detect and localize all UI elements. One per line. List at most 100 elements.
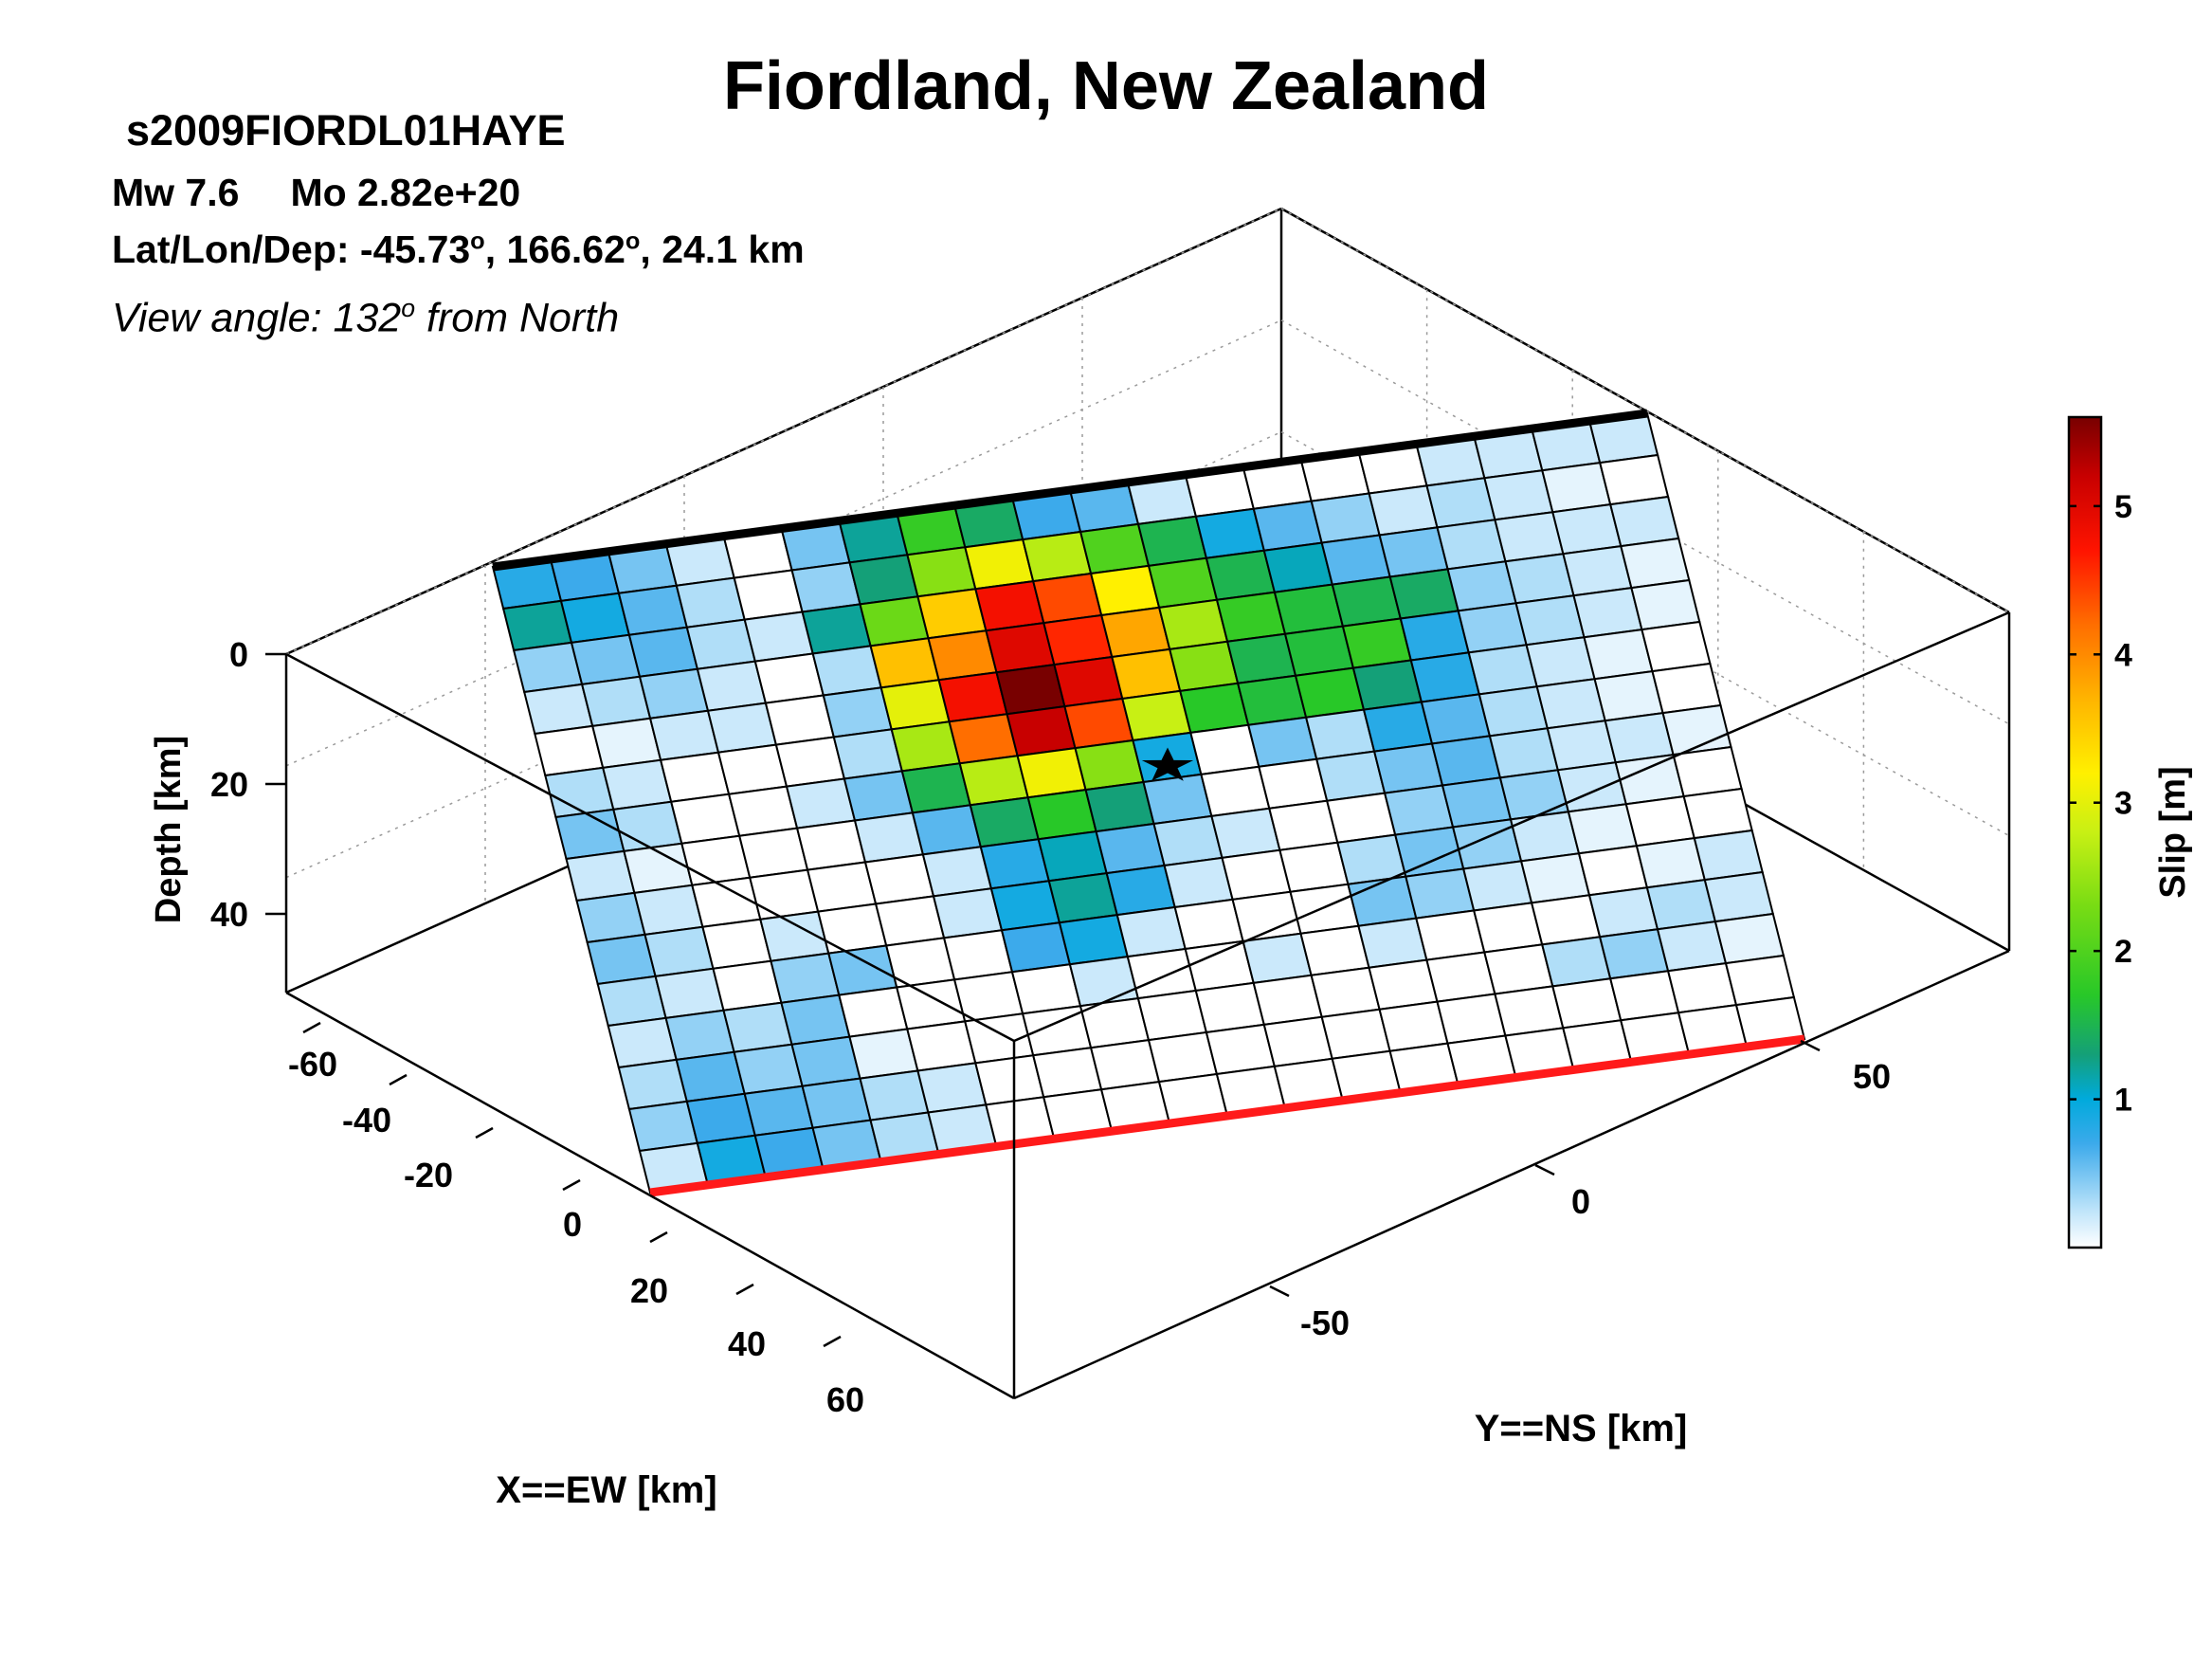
slip-cell (1084, 780, 1155, 833)
hypocenter-star (1141, 747, 1194, 781)
slip-cell (1194, 981, 1266, 1034)
slip-cell (911, 804, 983, 856)
x-tick-mark (562, 1178, 581, 1192)
slip-cell (1205, 549, 1277, 601)
slip-cell (1173, 898, 1244, 951)
slip-cell (1425, 951, 1496, 1003)
slip-cell (1461, 860, 1533, 912)
slip-cell (1494, 511, 1565, 563)
slip-cell (832, 728, 904, 780)
slip-cell (1441, 776, 1513, 829)
slip-cell (1530, 894, 1602, 946)
slip-cell (859, 595, 930, 647)
colorbar: 5 4 3 2 1 Slip [m] (2067, 415, 2193, 1249)
slip-cell (1026, 788, 1097, 841)
y-axis-label: Y==NS [km] (1475, 1408, 1688, 1449)
mo-value: Mo 2.82e+20 (290, 171, 521, 214)
slip-cell (733, 1043, 804, 1095)
slip-cells (491, 411, 1806, 1194)
x-tick-mark (649, 1231, 668, 1244)
slip-cell (1068, 955, 1140, 1008)
slip-cell (1310, 966, 1381, 1018)
slip-cell (869, 637, 940, 689)
slip-cell (1446, 560, 1517, 612)
tick-labels: 0 20 40 -60-40 -20 0 20 40 60 50 0 -50 (210, 635, 1891, 1419)
colorbar-tick-label: 2 (2114, 934, 2132, 970)
slip-cell (1635, 836, 1707, 889)
slip-cell (1420, 693, 1492, 745)
slip-cell (1519, 852, 1591, 904)
slip-cell (1541, 461, 1612, 514)
slip-cell (669, 793, 741, 845)
slip-cell (979, 838, 1051, 890)
slip-cell (627, 626, 699, 678)
slip-cell (906, 1020, 977, 1072)
slip-cell (1215, 591, 1287, 643)
slip-cell (512, 641, 584, 694)
slip-cell (1058, 913, 1130, 966)
slip-cell (1415, 909, 1486, 961)
slip-cell (1724, 954, 1796, 1007)
slip-cell (811, 645, 882, 697)
slip-cell (743, 1085, 814, 1137)
slip-cell (1577, 845, 1649, 897)
view-suffix: from North (415, 295, 620, 341)
y-tick-mark (1800, 1039, 1821, 1052)
x-tick-label: 60 (826, 1380, 864, 1419)
slip-cell (644, 925, 715, 978)
slip-cell (1504, 553, 1575, 605)
slip-cell (706, 702, 778, 754)
slip-cell (1425, 477, 1496, 529)
slip-cell (1351, 659, 1423, 711)
slip-cell (675, 576, 746, 629)
slip-cell (1645, 878, 1717, 931)
gridline (285, 319, 1282, 767)
fault-bottom-edge (649, 1034, 1805, 1197)
slip-cell (691, 876, 762, 928)
slip-cell (633, 884, 704, 937)
slip-cell (1115, 905, 1187, 958)
slip-cell (1551, 502, 1623, 556)
slip-cell (1362, 701, 1434, 753)
slip-cell (853, 811, 925, 864)
slip-cell (816, 902, 888, 955)
slip-cell (1294, 666, 1366, 719)
depth-tick-label: 40 (210, 895, 248, 934)
slip-cell (900, 762, 972, 814)
x-tick-mark (475, 1126, 494, 1139)
slip-cell (1347, 875, 1418, 927)
slip-cell (995, 663, 1066, 716)
slip-cell (822, 686, 893, 738)
slip-cell (1016, 746, 1087, 799)
slip-cell (1583, 628, 1654, 681)
slip-cell (1089, 1038, 1161, 1091)
slip-cell (932, 887, 1004, 939)
slip-cell (1357, 917, 1428, 969)
slip-cell (1498, 769, 1570, 821)
slip-cell (1310, 492, 1381, 544)
x-tick-label: -40 (342, 1101, 391, 1139)
slip-cell (1341, 617, 1413, 669)
colorbar-label: Slip [m] (2153, 766, 2193, 898)
slip-cell (1494, 985, 1565, 1037)
slip-cell (1509, 811, 1581, 863)
slip-cell (1289, 883, 1360, 935)
slip-cell (890, 720, 961, 773)
slip-cell (1315, 750, 1387, 802)
box-edge (285, 991, 1015, 1400)
slip-cell (1620, 537, 1691, 590)
slip-cell (1457, 602, 1528, 654)
slip-cell (1210, 807, 1281, 860)
colorbar-scale (2067, 415, 2103, 1249)
slip-cell (1488, 727, 1560, 779)
slip-cell (964, 538, 1035, 591)
view-prefix: View angle: 132 (112, 295, 402, 341)
slip-cell (701, 918, 772, 970)
slip-cell (1178, 682, 1250, 735)
slip-cell (1242, 932, 1313, 985)
slip-cell (827, 944, 898, 996)
degree-mark: o (625, 228, 641, 255)
slip-cell (937, 671, 1008, 723)
slip-cell (884, 937, 956, 989)
